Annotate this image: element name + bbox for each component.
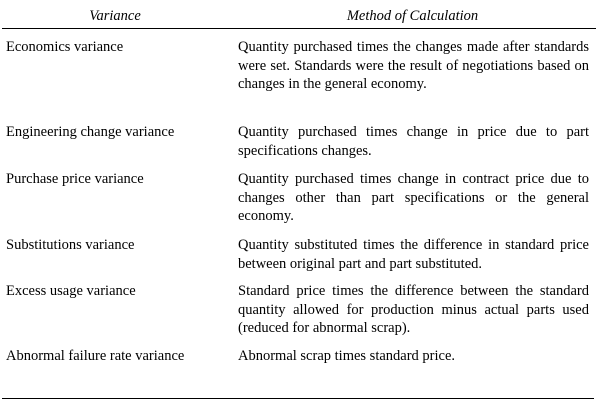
- calculation-method: Quantity substituted times the differenc…: [238, 237, 589, 272]
- header-variance: Variance: [89, 8, 141, 24]
- variance-name: Excess usage variance: [6, 283, 136, 299]
- calculation-method: Standard price times the difference betw…: [238, 283, 589, 336]
- calculation-method: Quantity purchased times the changes mad…: [238, 39, 589, 92]
- variance-name: Engineering change variance: [6, 124, 175, 140]
- table-header: Variance Method of Calculation: [2, 5, 596, 29]
- calculation-method: Abnormal scrap times standard price.: [238, 348, 456, 364]
- header-method-of-calculation: Method of Calculation: [346, 8, 479, 24]
- calculation-method: Quantity purchased times change in contr…: [238, 171, 589, 224]
- variance-table: Variance Method of Calculation Economics…: [2, 5, 596, 364]
- variance-name: Substitutions variance: [6, 237, 135, 253]
- variance-name: Economics variance: [6, 39, 124, 55]
- calculation-method: Quantity purchased times change in price…: [238, 124, 589, 159]
- table-bottom-rule: [2, 398, 594, 399]
- variance-name: Purchase price variance: [6, 171, 144, 187]
- variance-name: Abnormal failure rate variance: [6, 348, 185, 364]
